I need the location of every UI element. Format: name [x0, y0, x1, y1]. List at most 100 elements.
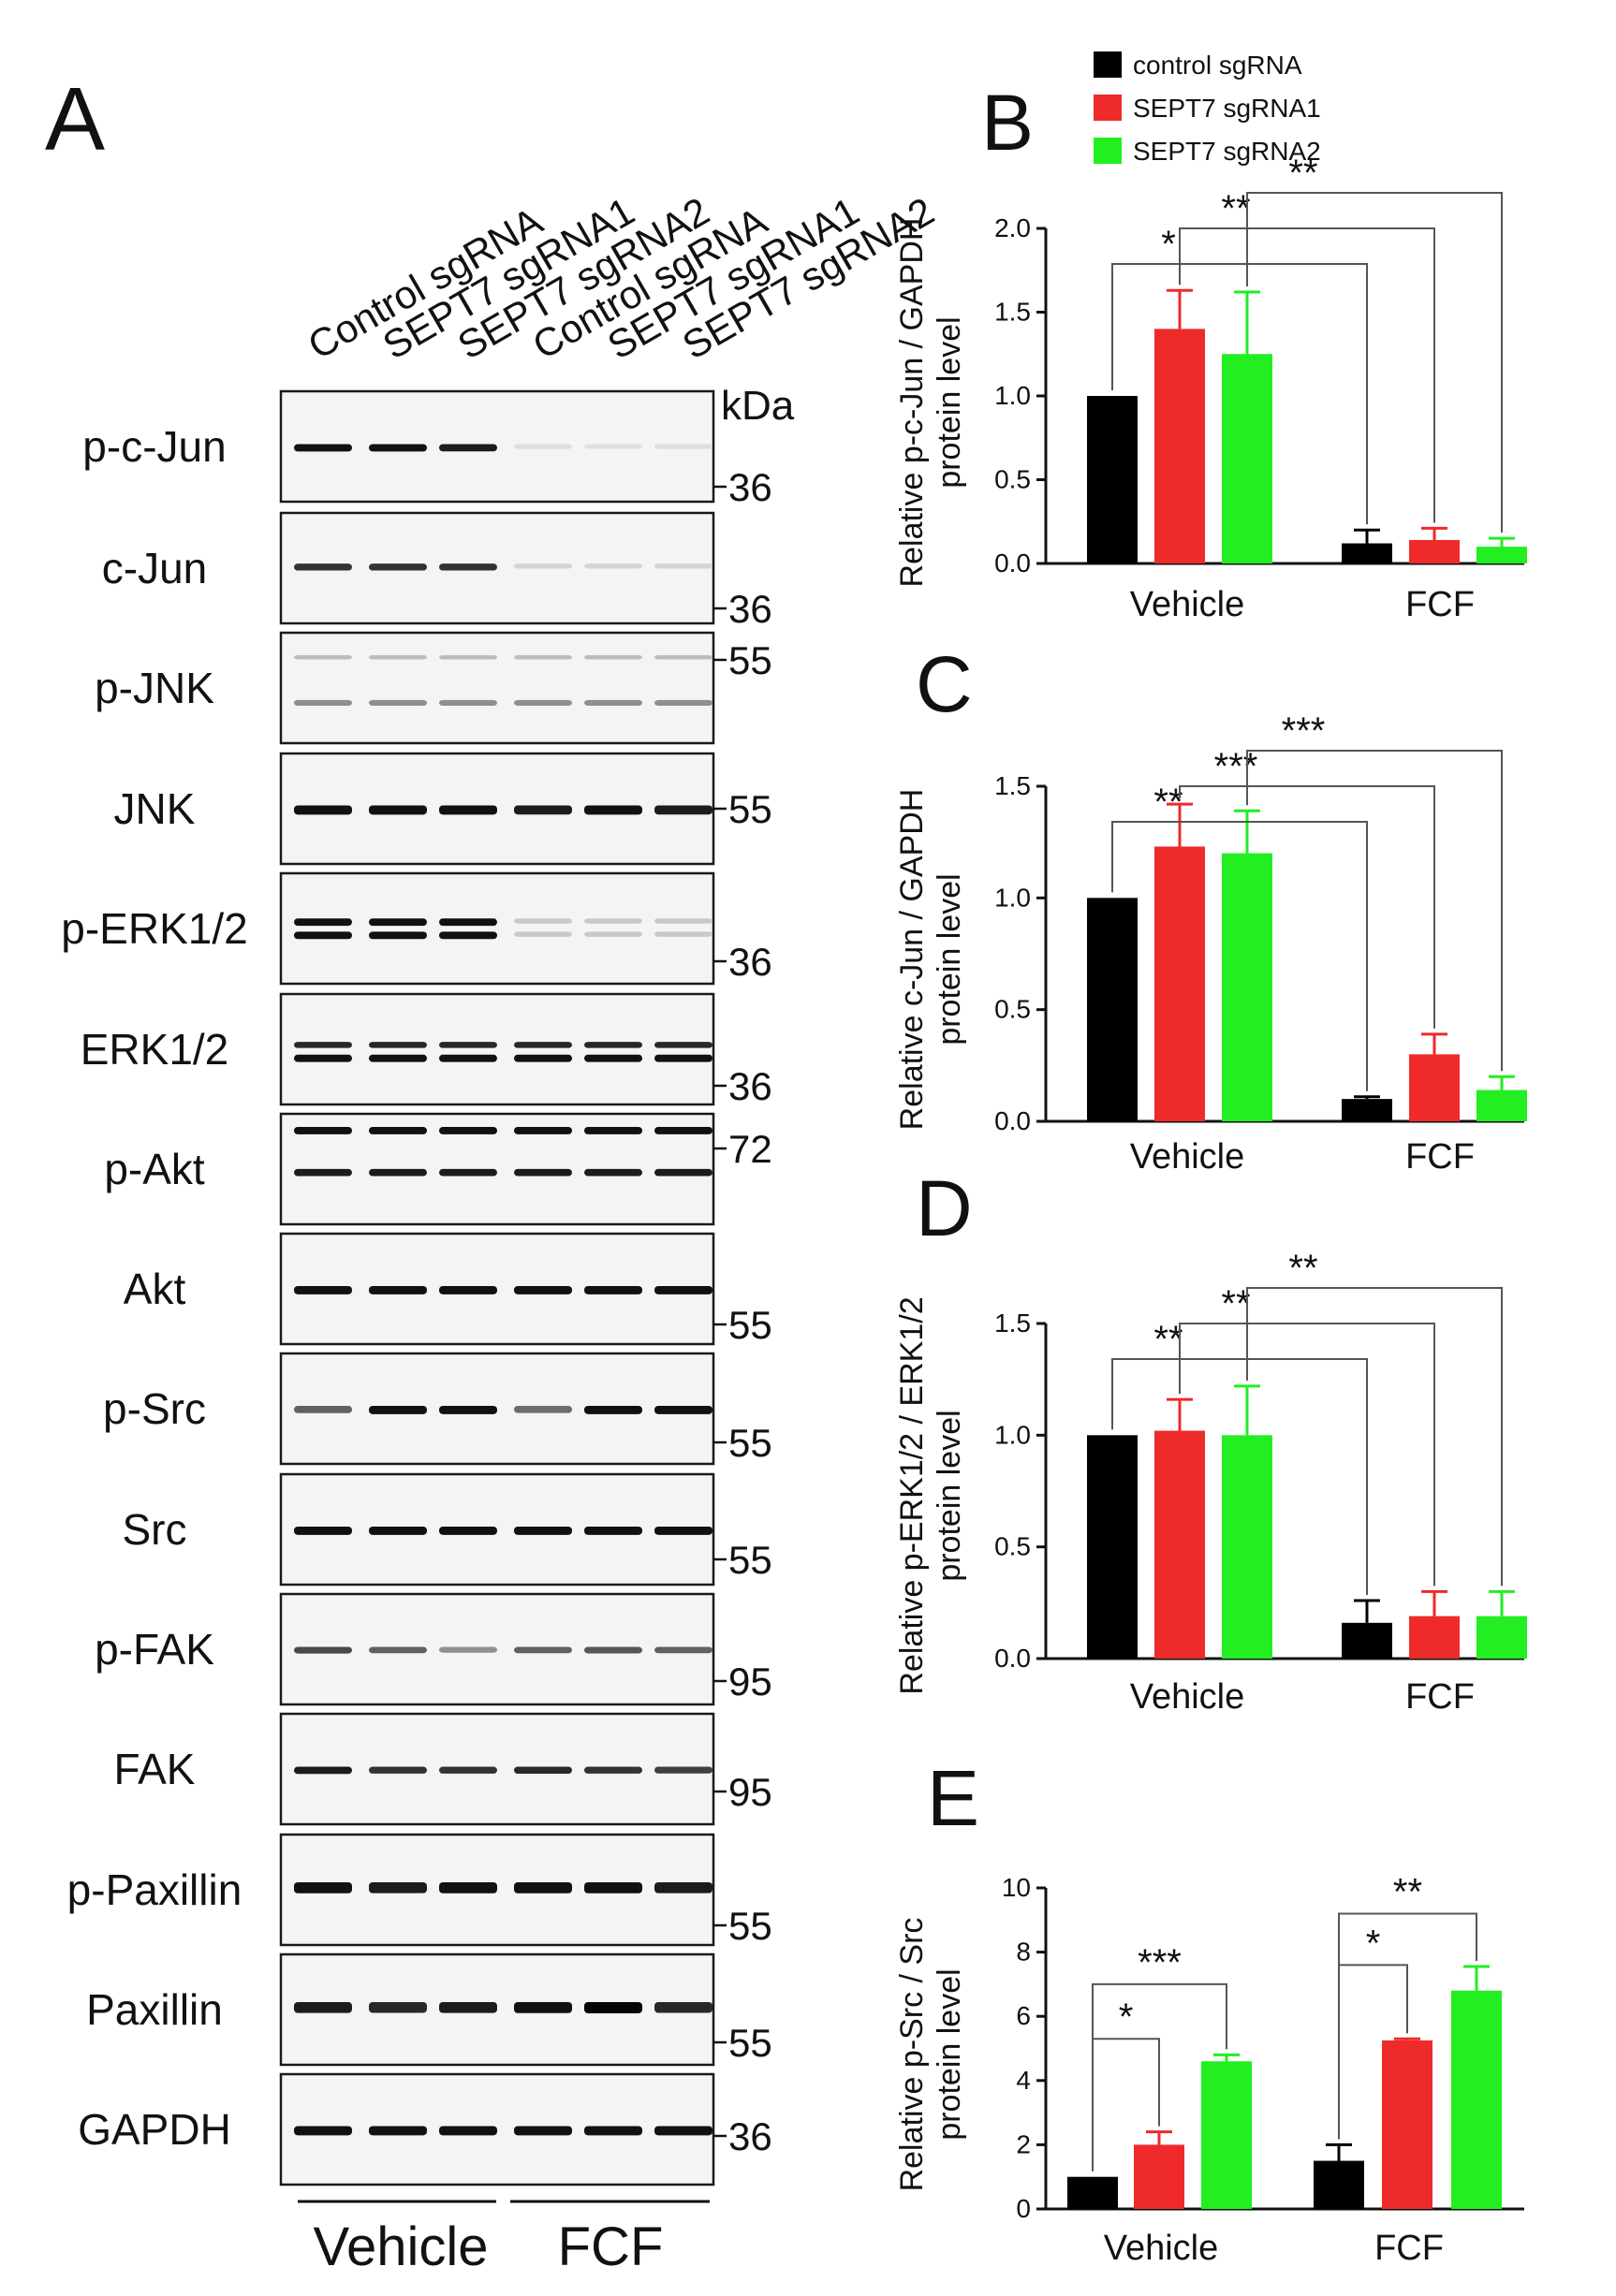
blot-band: [294, 654, 352, 660]
blot-band: [294, 1766, 352, 1775]
marker-label: 55: [728, 1904, 772, 1948]
bar: [1409, 539, 1460, 563]
blot-band: [584, 1766, 642, 1774]
significance-label: *: [1366, 1923, 1381, 1964]
protein-label: p-FAK: [95, 1625, 214, 1674]
y-tick-label: 0.0: [994, 1644, 1031, 1673]
bar: [1451, 1990, 1502, 2209]
panel-letter-a: A: [45, 69, 105, 169]
bar: [1134, 2144, 1184, 2209]
y-axis-label: Relative p-ERK1/2 / ERK1/2protein level: [894, 1296, 967, 1694]
protein-label: c-Jun: [102, 544, 207, 592]
bar: [1201, 2061, 1252, 2209]
blot-band: [584, 1127, 642, 1134]
significance-label: **: [1221, 1283, 1250, 1324]
significance-bracket: [1111, 821, 1368, 1091]
significance-label: **: [1221, 188, 1250, 229]
blot-band: [584, 1406, 642, 1414]
blot-band: [654, 931, 713, 937]
blot-band: [654, 563, 713, 569]
blot-row: p-Paxillin 55: [67, 1833, 772, 1948]
legend-label: control sgRNA: [1133, 51, 1302, 80]
bar: [1342, 1099, 1392, 1121]
bar: [1222, 354, 1272, 563]
blot-band: [294, 2001, 352, 2013]
blot-row: FAK 95: [114, 1712, 772, 1826]
protein-label: GAPDH: [78, 2105, 231, 2154]
blot-band: [584, 1881, 642, 1894]
blot-band: [584, 699, 642, 707]
blot-band: [439, 1881, 497, 1894]
marker-label: 55: [728, 1303, 772, 1347]
x-category-label: FCF: [1374, 2229, 1444, 2268]
blot-band: [369, 2126, 427, 2136]
protein-label: Akt: [124, 1265, 186, 1313]
blot-band: [654, 1766, 713, 1774]
blot-band: [439, 699, 497, 707]
legend-label: SEPT7 sgRNA2: [1133, 137, 1321, 166]
blot-band: [584, 563, 642, 569]
blot-band: [369, 1646, 427, 1654]
blot-band: [369, 654, 427, 660]
blot-band: [654, 918, 713, 924]
group-label-fcf: FCF: [558, 2216, 664, 2277]
panel-letter: E: [927, 1754, 979, 1842]
blot-band: [294, 2126, 352, 2136]
blot-band: [369, 563, 427, 571]
marker-label: 36: [728, 2114, 772, 2158]
significance-label: **: [1288, 1248, 1317, 1289]
bar: [1154, 846, 1205, 1121]
blot-band: [294, 1054, 352, 1062]
significance-bracket: [1111, 263, 1368, 525]
blot-band: [294, 918, 352, 927]
blot-band: [514, 2001, 572, 2013]
bar: [1342, 543, 1392, 563]
blot-band: [514, 444, 572, 449]
blot-band: [654, 1127, 713, 1134]
significance-label: ***: [1138, 1942, 1182, 1983]
blot-band: [654, 1646, 713, 1654]
blot-band: [294, 931, 352, 940]
blot-row: JNK 55: [114, 752, 772, 866]
significance-label: **: [1393, 1871, 1422, 1912]
y-axis-label: Relative p-Src / Srcprotein level: [894, 1918, 967, 2192]
blot-band: [514, 654, 572, 660]
bar: [1087, 396, 1138, 563]
kda-label: kDa: [721, 383, 795, 429]
chart-panel-e: E 0 2 4 6 8 10 Relative p-Src / Srcprotein leve…: [894, 1754, 1524, 2268]
blot-band: [514, 1054, 572, 1062]
y-tick-label: 0.5: [994, 1532, 1031, 1561]
panel-letter: C: [916, 640, 973, 728]
bar: [1314, 2160, 1364, 2209]
blot-row: Akt 55: [124, 1232, 772, 1347]
blot-row: p-c-Jun 36: [82, 389, 772, 509]
significance-bracket: [1246, 192, 1503, 534]
protein-label: Src: [123, 1505, 187, 1554]
blot-band: [584, 2001, 642, 2013]
bar: [1154, 329, 1205, 563]
blot-band: [439, 654, 497, 660]
x-category-label: FCF: [1405, 1137, 1475, 1177]
y-tick-label: 0.5: [994, 465, 1031, 494]
y-tick-label: 2.0: [994, 213, 1031, 242]
blot-band: [294, 1646, 352, 1654]
y-tick-label: 4: [1016, 2066, 1031, 2095]
blot-band: [439, 1168, 497, 1177]
significance-bracket: [1179, 785, 1435, 1029]
protein-label: p-JNK: [95, 664, 214, 712]
blot-band: [369, 1286, 427, 1294]
y-tick-label: 2: [1016, 2129, 1031, 2158]
significance-label: ***: [1214, 746, 1258, 787]
marker-label: 55: [728, 1538, 772, 1582]
chart-panel-c: C 0.0 0.5 1.0 1.5 Relative c-Jun / GAPDHprote…: [894, 640, 1527, 1177]
blot-band: [514, 1406, 572, 1413]
x-category-label: FCF: [1405, 1677, 1475, 1717]
marker-label: 55: [728, 2021, 772, 2065]
blot-band: [294, 1881, 352, 1894]
blot-band: [294, 1042, 352, 1048]
blot-row: ERK1/2 36: [81, 992, 772, 1108]
blot-band: [369, 444, 427, 452]
blot-band: [514, 805, 572, 815]
blot-band: [439, 1286, 497, 1294]
